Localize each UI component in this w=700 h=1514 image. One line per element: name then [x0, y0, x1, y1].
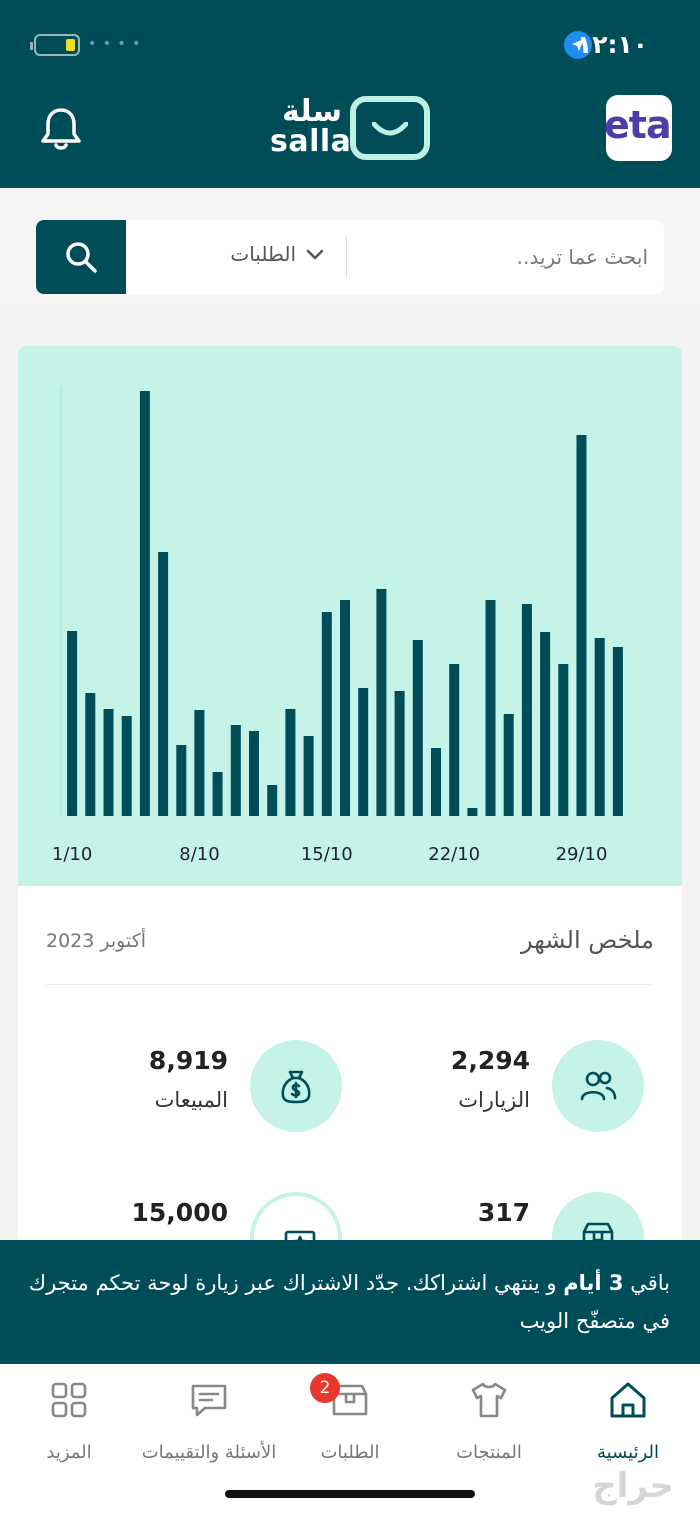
- chart-bar[interactable]: [285, 709, 296, 816]
- tab-questions-reviews[interactable]: الأسئلة والتقييمات: [134, 1380, 284, 1463]
- users-icon: [552, 1040, 644, 1132]
- chart-bar[interactable]: [376, 589, 387, 816]
- chart-bar[interactable]: [431, 748, 441, 816]
- orders-count-value: 317: [477, 1198, 530, 1227]
- store-avatar[interactable]: eta: [606, 95, 672, 161]
- chart-bar[interactable]: [139, 391, 150, 816]
- search-button[interactable]: [36, 220, 126, 294]
- chart-bar[interactable]: [576, 435, 587, 816]
- money-bag-icon: [250, 1040, 342, 1132]
- tab-label: المزيد: [46, 1442, 92, 1463]
- banner-text-before: باقي: [623, 1271, 670, 1295]
- dashboard-card: 1/10 8/10 15/10 22/10 29/10 ملخص الشهر أكتوب…: [18, 346, 682, 1246]
- visits-value: 2,294: [450, 1046, 530, 1075]
- chart-bar[interactable]: [321, 612, 332, 816]
- chart-bar[interactable]: [394, 691, 405, 816]
- chart-bar[interactable]: [449, 664, 460, 816]
- chart-bar[interactable]: [176, 745, 187, 816]
- chart-x-tick-label: 29/10: [556, 844, 608, 865]
- tab-orders[interactable]: الطلبات: [275, 1380, 425, 1463]
- summary-month[interactable]: أكتوبر 2023: [46, 930, 147, 952]
- signal-icon: • • • •: [88, 36, 142, 52]
- chart-bar[interactable]: [267, 785, 278, 816]
- search-section: الطلبات: [0, 188, 700, 310]
- chart-bar[interactable]: [230, 725, 241, 816]
- visits-label: الزيارات: [458, 1088, 530, 1112]
- chat-icon: [191, 1384, 227, 1417]
- app-header: • • • • ١٢:١٠ سلة salla eta: [0, 0, 700, 188]
- chart-bar[interactable]: [358, 688, 369, 816]
- search-divider: [346, 236, 347, 278]
- bottom-tab-bar: الرئيسية المنتجات الطلبات الأسئلة والتقي…: [0, 1364, 700, 1514]
- chart-bar[interactable]: [594, 638, 605, 816]
- salla-logo: سلة salla: [270, 94, 432, 164]
- tab-label: الأسئلة والتقييمات: [141, 1442, 277, 1463]
- banner-days: 3 أيام: [563, 1271, 624, 1295]
- sales-value: 8,919: [148, 1046, 228, 1075]
- chart-x-tick-label: 1/10: [52, 844, 92, 865]
- chart-bar[interactable]: [194, 710, 205, 816]
- chart-x-tick-label: 22/10: [428, 844, 480, 865]
- grid-icon: [51, 1382, 87, 1418]
- summary-header: ملخص الشهر أكتوبر 2023: [46, 924, 654, 964]
- orders-badge: 2: [310, 1373, 340, 1403]
- chart-bar[interactable]: [412, 640, 423, 816]
- location-arrow-icon: [564, 31, 592, 59]
- home-indicator[interactable]: [225, 1490, 475, 1498]
- box-icon: [552, 1192, 644, 1246]
- chart-bar[interactable]: [612, 647, 623, 816]
- chart-bar[interactable]: [67, 631, 78, 816]
- banner-text-after: و ينتهي اشتراكك. جدّد الاشتراك عبر زيارة…: [28, 1271, 670, 1333]
- subscription-banner[interactable]: باقي 3 أيام و ينتهي اشتراكك. جدّد الاشتر…: [0, 1240, 700, 1364]
- status-time: ١٢:١٠: [576, 30, 648, 59]
- chevron-down-icon: [306, 249, 324, 260]
- search-filter-dropdown[interactable]: الطلبات: [141, 220, 346, 294]
- search-icon: [66, 242, 97, 273]
- chart-bar[interactable]: [340, 600, 350, 816]
- search-input[interactable]: [366, 237, 648, 277]
- chart-bar[interactable]: [121, 716, 132, 816]
- chart-bar[interactable]: [467, 808, 478, 816]
- store-avatar-text: eta: [606, 103, 672, 147]
- sales-chart[interactable]: 1/10 8/10 15/10 22/10 29/10: [18, 346, 682, 886]
- tab-label: المنتجات: [456, 1442, 522, 1463]
- chart-x-tick-label: 15/10: [301, 844, 353, 865]
- tab-home[interactable]: الرئيسية: [553, 1380, 700, 1463]
- summary-title: ملخص الشهر: [520, 926, 654, 954]
- watermark: حراج: [592, 1466, 674, 1506]
- tab-label: الطلبات: [320, 1442, 380, 1463]
- chart-bar[interactable]: [503, 714, 514, 816]
- chart-bar[interactable]: [158, 552, 169, 816]
- logo-arabic-text: سلة: [282, 94, 342, 129]
- chart-bar[interactable]: [85, 693, 96, 816]
- home-icon: [610, 1382, 646, 1418]
- chart-bar[interactable]: [485, 600, 496, 816]
- shirt-icon: [471, 1382, 507, 1418]
- sales-label: المبيعات: [154, 1088, 228, 1112]
- salla-basket-icon: [350, 96, 430, 160]
- chart-x-tick-label: 8/10: [179, 844, 219, 865]
- tab-label: الرئيسية: [597, 1442, 659, 1463]
- divider: [46, 984, 654, 985]
- chart-bar[interactable]: [212, 772, 223, 816]
- bar-chart-svg: 1/10 8/10 15/10 22/10 29/10: [52, 386, 623, 865]
- ticket-icon: [250, 1192, 342, 1246]
- battery-icon: [30, 34, 80, 56]
- chart-bar[interactable]: [103, 709, 114, 816]
- tab-products[interactable]: المنتجات: [414, 1380, 564, 1463]
- chart-bar[interactable]: [303, 736, 314, 816]
- tab-more[interactable]: المزيد: [0, 1380, 144, 1463]
- search-filter-label: الطلبات: [230, 242, 296, 266]
- search-bar: الطلبات: [36, 220, 664, 294]
- bell-icon[interactable]: [38, 104, 84, 152]
- chart-bar[interactable]: [249, 731, 259, 816]
- logo-latin-text: salla: [270, 124, 352, 159]
- goal-value: 15,000: [131, 1198, 228, 1227]
- chart-bar[interactable]: [558, 664, 569, 816]
- chart-bar[interactable]: [540, 632, 551, 816]
- chart-bar[interactable]: [521, 604, 532, 816]
